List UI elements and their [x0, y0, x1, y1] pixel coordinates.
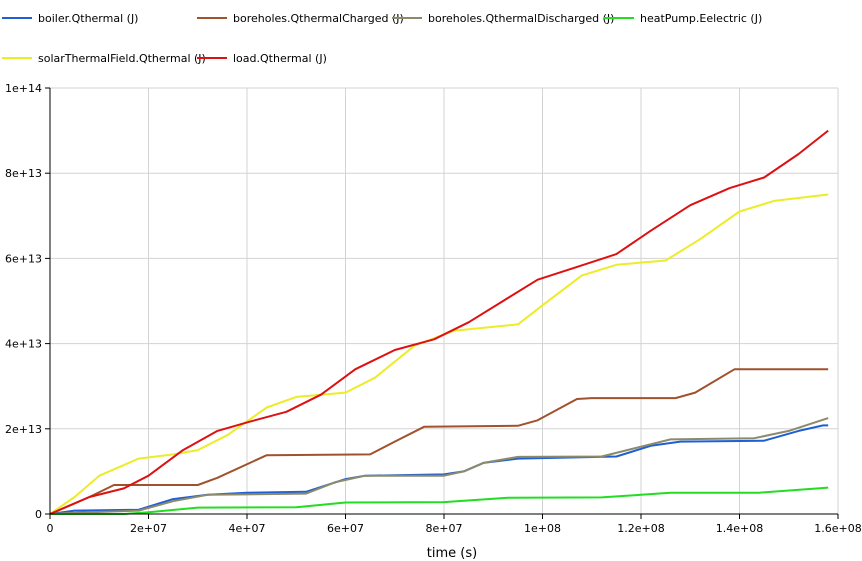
legend-label: boreholes.QthermalDischarged (J)	[428, 12, 614, 25]
y-tick-label: 2e+13	[5, 423, 42, 436]
legend-item-4: solarThermalField.Qthermal (J)	[2, 52, 206, 65]
series-line-1	[49, 368, 829, 515]
legend-item-1: boreholes.QthermalCharged (J)	[197, 12, 404, 25]
axes: 0 2e+07 4e+07 6e+07 8e+07 1e+08 1.2e+08 1.4e+08…	[5, 82, 862, 535]
legend-item-5: load.Qthermal (J)	[197, 52, 327, 65]
x-tick-label: 1.6e+08	[814, 522, 861, 535]
grid	[50, 87, 839, 514]
series-line-3	[50, 486, 829, 515]
legend-label: heatPump.Eelectric (J)	[640, 12, 762, 25]
series-line-4	[49, 193, 829, 515]
x-tick-label: 1.2e+08	[617, 522, 664, 535]
y-tick-label: 6e+13	[5, 252, 42, 265]
legend-item-0: boiler.Qthermal (J)	[2, 12, 138, 25]
x-tick-label: 8e+07	[426, 522, 463, 535]
y-tick-label: 0	[35, 508, 42, 521]
x-tick-label: 1.4e+08	[716, 522, 763, 535]
series-line-5	[49, 129, 829, 515]
x-tick-label: 6e+07	[327, 522, 364, 535]
x-tick-label: 0	[47, 522, 54, 535]
y-tick-label: 4e+13	[5, 338, 42, 351]
legend-item-3: heatPump.Eelectric (J)	[604, 12, 762, 25]
y-tick-label: 8e+13	[5, 167, 42, 180]
legend-label: boreholes.QthermalCharged (J)	[233, 12, 404, 25]
legend-label: solarThermalField.Qthermal (J)	[38, 52, 206, 65]
x-tick-label: 4e+07	[229, 522, 266, 535]
legend-label: load.Qthermal (J)	[233, 52, 327, 65]
series-lines	[49, 129, 829, 515]
legend-label: boiler.Qthermal (J)	[38, 12, 138, 25]
legend: boiler.Qthermal (J) boreholes.QthermalCha…	[2, 12, 762, 65]
x-tick-label: 2e+07	[130, 522, 167, 535]
y-tick-label: 1e+14	[5, 82, 42, 95]
series-line-2	[49, 417, 829, 515]
x-tick-label: 1e+08	[524, 522, 561, 535]
legend-item-2: boreholes.QthermalDischarged (J)	[392, 12, 614, 25]
x-axis-label: time (s)	[427, 546, 477, 561]
